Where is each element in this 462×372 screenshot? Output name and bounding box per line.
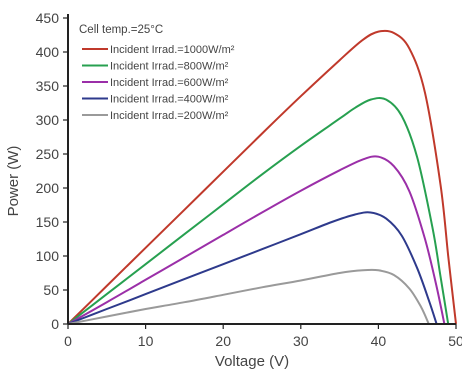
cell-temp-annotation: Cell temp.=25°C [79,24,163,36]
series-line-1 [67,97,450,325]
axes-layer [67,14,456,325]
y-tick-label: 350 [36,78,60,94]
x-tick-label: 10 [138,333,154,349]
series-line-3 [67,211,438,325]
x-tick-label: 20 [215,333,231,349]
y-tick-label: 150 [36,214,60,230]
y-axis-title: Power (W) [5,146,22,217]
x-tick-label: 0 [64,333,72,349]
x-tick-label: 50 [448,333,462,349]
y-tick-label: 250 [36,146,60,162]
series-layer [67,29,457,325]
y-tick-label: 200 [36,180,60,196]
y-tick-label: 100 [36,248,60,264]
legend-label-2: Incident Irrad.=600W/m² [110,77,229,89]
x-axis-title: Voltage (V) [215,353,289,370]
legend: Incident Irrad.=1000W/m² Incident Irrad.=… [82,44,235,122]
y-tick-label: 400 [36,44,60,60]
y-tick-label: 50 [43,282,59,298]
series-line-2 [67,155,446,325]
y-tick-label: 300 [36,112,60,128]
series-line-0 [67,29,457,325]
ticks-layer: 0 10 20 30 40 50 0 50 100 150 200 250 300 350 400 450 [36,10,462,349]
y-tick-label: 0 [51,316,59,332]
series-line-4 [67,268,430,325]
legend-label-1: Incident Irrad.=800W/m² [110,61,229,73]
legend-label-0: Incident Irrad.=1000W/m² [110,44,235,56]
x-tick-label: 40 [371,333,387,349]
legend-label-3: Incident Irrad.=400W/m² [110,94,229,106]
y-tick-label: 450 [36,10,60,26]
legend-label-4: Incident Irrad.=200W/m² [110,110,229,122]
x-tick-label: 30 [293,333,309,349]
